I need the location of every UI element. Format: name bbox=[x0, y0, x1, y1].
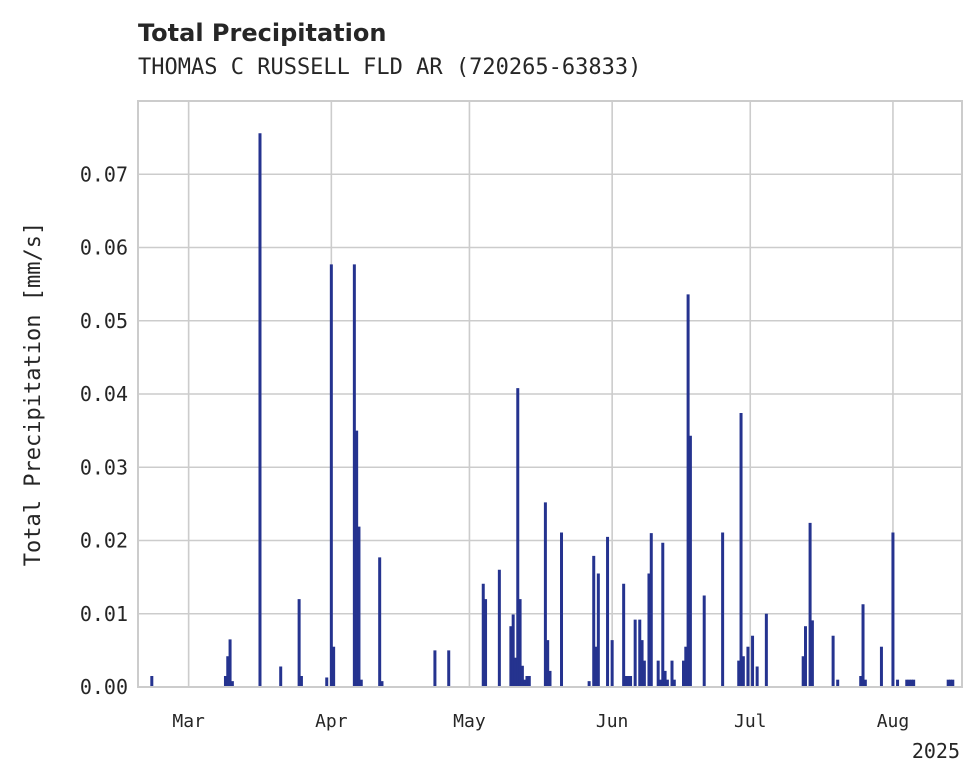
x-tick-label: Aug bbox=[877, 711, 910, 732]
y-axis-ticks: 0.00 0.01 0.02 0.03 0.04 0.05 0.06 0.07 bbox=[80, 162, 128, 699]
y-tick-label: 0.07 bbox=[80, 162, 128, 186]
chart-title: Total Precipitation bbox=[138, 19, 386, 47]
x-tick-label: Jul bbox=[734, 711, 767, 732]
x-tick-label: May bbox=[453, 711, 486, 732]
x-axis-ticks: Mar Apr May Jun Jul Aug bbox=[172, 711, 909, 732]
y-tick-label: 0.04 bbox=[80, 382, 128, 406]
y-tick-label: 0.02 bbox=[80, 529, 128, 553]
bar-series bbox=[150, 133, 955, 687]
grid-lines bbox=[138, 101, 962, 688]
y-tick-label: 0.01 bbox=[80, 602, 128, 626]
x-tick-label: Mar bbox=[172, 711, 205, 732]
plot-frame bbox=[137, 100, 963, 688]
x-tick-label: Jun bbox=[596, 711, 629, 732]
x-tick-label: Apr bbox=[315, 711, 348, 732]
y-tick-label: 0.05 bbox=[80, 309, 128, 333]
y-tick-label: 0.06 bbox=[80, 236, 128, 260]
y-tick-label: 0.03 bbox=[80, 455, 128, 479]
x-axis-year-label: 2025 bbox=[912, 739, 960, 763]
y-axis-label: Total Precipitation [mm/s] bbox=[21, 222, 46, 566]
chart-subtitle: THOMAS C RUSSELL FLD AR (720265-63833) bbox=[138, 55, 641, 80]
y-tick-label: 0.00 bbox=[80, 675, 128, 699]
